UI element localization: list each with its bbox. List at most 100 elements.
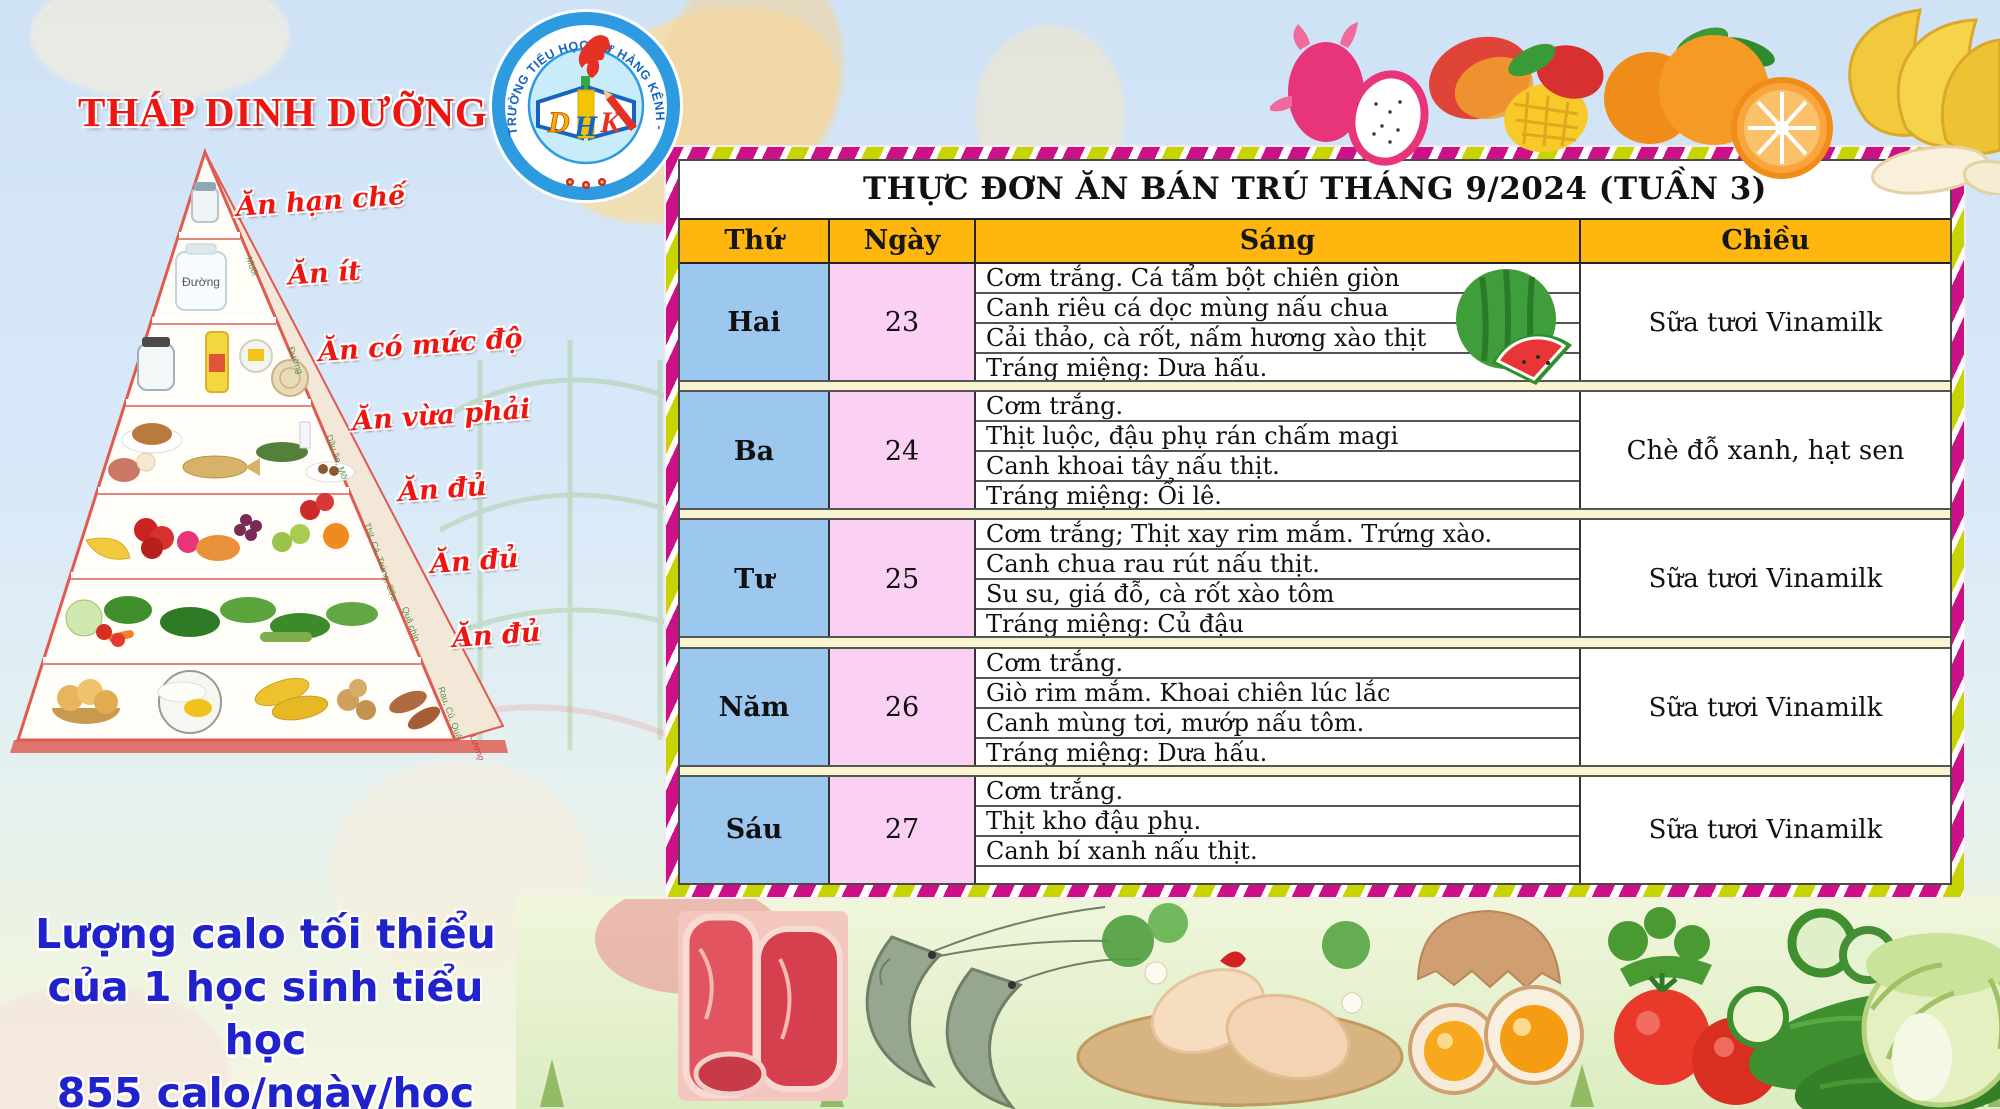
menu-line: Cải thảo, cà rốt, nấm hương xào thịt: [976, 324, 1579, 354]
calorie-line-3: 855 calo/ngày/học sinh: [56, 1069, 475, 1109]
morning-cell: Cơm trắng. Giò rim mắm. Khoai chiên lúc …: [976, 648, 1581, 767]
menu-line: Giò rim mắm. Khoai chiên lúc lắc: [976, 679, 1579, 709]
mango-icon: [1429, 36, 1604, 153]
svg-text:D: D: [547, 106, 570, 139]
menu-line: Thịt luộc, đậu phụ rán chấm magi: [976, 422, 1579, 453]
menu-line: Cơm trắng.: [976, 392, 1579, 423]
morning-cell: Cơm trắng. Thịt luộc, đậu phụ rán chấm m…: [976, 392, 1581, 511]
morning-cell: Cơm trắng; Thịt xay rim mắm. Trứng xào. …: [976, 520, 1581, 639]
calorie-line-2: của 1 học sinh tiểu học: [47, 963, 484, 1064]
day-cell: Hai: [680, 263, 830, 382]
eggs-image: [1408, 909, 1584, 1095]
date-cell: 27: [830, 776, 976, 884]
menu-table: THỰC ĐƠN ĂN BÁN TRÚ THÁNG 9/2024 (TUẦN 3…: [678, 159, 1952, 885]
menu-row-monday: Hai 23 Cơm trắng. Cá tẩm bột chiên giòn …: [680, 263, 1950, 382]
row-separator: [680, 508, 1950, 521]
nutrition-pyramid: Đường: [10, 147, 508, 760]
pyramid-base-edge: [10, 740, 508, 753]
menu-line: Cơm trắng. Cá tẩm bột chiên giòn: [976, 264, 1579, 294]
menu-line: Tráng miệng: Củ đậu: [986, 610, 1244, 639]
svg-text:K: K: [599, 106, 622, 139]
svg-text:H: H: [573, 110, 599, 143]
row-separator: [680, 379, 1950, 393]
afternoon-cell: Sữa tươi Vinamilk: [1648, 814, 1883, 845]
shrimp-image: [865, 906, 1141, 1109]
menu-line: Tráng miệng: Dưa hấu.: [986, 738, 1268, 767]
fruit-layer-icons: [85, 493, 349, 561]
date-cell: 25: [830, 520, 976, 639]
menu-row-friday: Sáu 27 Cơm trắng. Thịt kho đậu phụ. Canh…: [680, 776, 1950, 884]
logo-initials: D H K: [547, 106, 622, 143]
day-cell: Tư: [680, 520, 830, 639]
sugar-jar-label: Đường: [182, 275, 220, 289]
menu-line: Su su, giá đỗ, cà rốt xào tôm: [976, 580, 1579, 611]
logo-pencil-icon: [603, 89, 638, 132]
grain-layer-icons: [52, 670, 441, 734]
menu-line: Canh chua rau rút nấu thịt.: [976, 550, 1579, 581]
fruit-garland: [1270, 8, 2000, 195]
menu-line: Thịt kho đậu phụ.: [976, 807, 1579, 837]
menu-line: Tráng miệng: Ổi lê.: [986, 482, 1222, 511]
pyramid-layer-dividers: [43, 232, 421, 665]
day-cell: Ba: [680, 392, 830, 511]
vegetable-layer-icons: [65, 596, 378, 647]
banana-icon: [1848, 8, 2000, 195]
menu-line: Cơm trắng; Thịt xay rim mắm. Trứng xào.: [976, 520, 1579, 551]
morning-cell: Cơm trắng. Cá tẩm bột chiên giòn Canh ri…: [976, 263, 1581, 382]
menu-line: [976, 867, 1579, 883]
date-cell: 26: [830, 648, 976, 767]
menu-header-row: Thứ Ngày Sáng Chiều: [680, 217, 1950, 264]
logo-flowers-icon: [566, 178, 606, 189]
pyramid-front-face: [15, 147, 458, 742]
afternoon-cell: Chè đỗ xanh, hạt sen: [1626, 436, 1905, 467]
chili-icon: [1220, 951, 1246, 968]
pyramid-label-enough-3: Ăn đủ: [451, 616, 542, 655]
header-date: Ngày: [830, 219, 976, 262]
menu-line: Cơm trắng.: [976, 649, 1579, 679]
menu-row-tuesday: Ba 24 Cơm trắng. Thịt luộc, đậu phụ rán …: [680, 392, 1950, 511]
day-cell: Năm: [680, 648, 830, 767]
school-logo: TRƯỜNG TIỂU HỌC DƯ HÀNG KÊNH - HẢI PHÒNG…: [486, 6, 683, 203]
menu-line: Canh riêu cá dọc mùng nấu chua: [976, 294, 1579, 324]
pyramid-label-enough-2: Ăn đủ: [429, 542, 520, 581]
menu-line: Canh bí xanh nấu thịt.: [976, 837, 1579, 867]
header-afternoon: Chiều: [1581, 219, 1950, 262]
row-separator: [680, 636, 1950, 649]
header-morning: Sáng: [976, 219, 1581, 262]
protein-layer-icons: [108, 421, 355, 483]
afternoon-cell: Sữa tươi Vinamilk: [1648, 307, 1883, 338]
chicken-image: [1076, 903, 1404, 1107]
tomatoes-image: [1608, 907, 1780, 1105]
oil-fat-layer-icons: [137, 331, 309, 397]
watermelon-icon: [1456, 269, 1572, 385]
day-cell: Sáu: [680, 776, 830, 884]
date-cell: 24: [830, 392, 976, 511]
orange-icon: [1604, 27, 1833, 179]
menu-line: Canh mùng tơi, mướp nấu tôm.: [976, 709, 1579, 739]
menu-row-thursday: Năm 26 Cơm trắng. Giò rim mắm. Khoai chi…: [680, 648, 1950, 767]
afternoon-cell: Sữa tươi Vinamilk: [1648, 564, 1883, 595]
date-cell: 23: [830, 263, 976, 382]
sugar-jar-icon: Đường: [175, 243, 227, 311]
pyramid-label-enough-1: Ăn đủ: [397, 470, 488, 509]
row-separator: [680, 764, 1950, 777]
menu-line: Canh khoai tây nấu thịt.: [976, 452, 1579, 483]
header-day: Thứ: [680, 219, 830, 262]
calorie-note: Lượng calo tối thiểu của 1 học sinh tiểu…: [8, 908, 523, 1109]
dragon-fruit-icon: [1270, 22, 1429, 166]
pork-meat-image: [678, 911, 848, 1101]
petal-decoration: [30, 0, 290, 100]
menu-row-wednesday: Tư 25 Cơm trắng; Thịt xay rim mắm. Trứng…: [680, 520, 1950, 639]
afternoon-cell: Sữa tươi Vinamilk: [1648, 692, 1883, 723]
salt-jar-icon: [191, 182, 219, 223]
pyramid-title: THÁP DINH DƯỠNG: [78, 89, 488, 135]
cabbage-image: [1861, 933, 2000, 1108]
pyramid-label-little: Ăn ít: [287, 255, 362, 292]
morning-cell: Cơm trắng. Thịt kho đậu phụ. Canh bí xan…: [976, 776, 1581, 884]
menu-panel: THỰC ĐƠN ĂN BÁN TRÚ THÁNG 9/2024 (TUẦN 3…: [666, 147, 1964, 897]
menu-line: Tráng miệng: Dưa hấu.: [986, 353, 1268, 382]
menu-line: Cơm trắng.: [976, 777, 1579, 807]
menu-title: THỰC ĐƠN ĂN BÁN TRÚ THÁNG 9/2024 (TUẦN 3…: [863, 171, 1767, 208]
calorie-line-1: Lượng calo tối thiểu: [35, 910, 496, 958]
